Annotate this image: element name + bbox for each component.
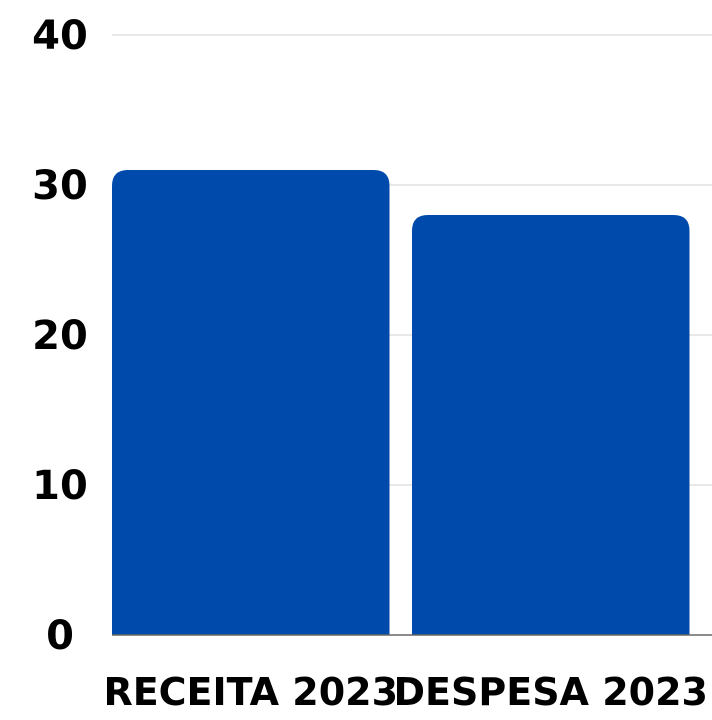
bar-despesa-2023 bbox=[412, 215, 690, 635]
y-axis-ticks: 0 10 20 30 40 bbox=[32, 13, 88, 659]
y-tick-label: 10 bbox=[32, 463, 88, 509]
y-tick-label: 40 bbox=[32, 13, 88, 59]
x-category-label: DESPESA 2023 bbox=[394, 670, 708, 714]
x-category-label: RECEITA 2023 bbox=[103, 670, 398, 714]
y-tick-label: 20 bbox=[32, 313, 88, 359]
y-tick-label: 0 bbox=[46, 613, 74, 659]
bar-layer bbox=[112, 170, 690, 635]
y-tick-label: 30 bbox=[32, 163, 88, 209]
bar-receita-2023 bbox=[112, 170, 390, 635]
